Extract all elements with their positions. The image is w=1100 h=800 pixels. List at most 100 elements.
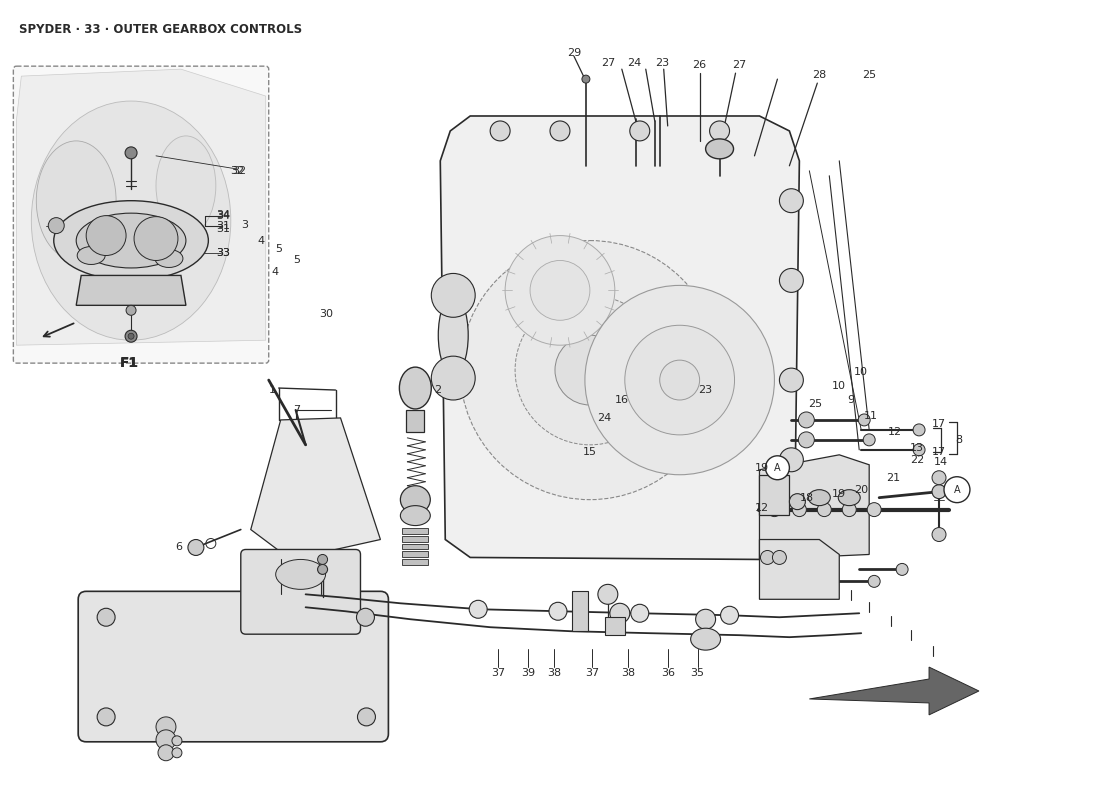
Circle shape bbox=[792, 502, 806, 517]
Text: 24: 24 bbox=[627, 58, 641, 68]
Text: F1: F1 bbox=[120, 357, 139, 370]
Text: 34: 34 bbox=[216, 210, 230, 221]
Text: 19: 19 bbox=[755, 462, 769, 473]
Text: 25: 25 bbox=[862, 70, 877, 80]
Ellipse shape bbox=[76, 213, 186, 268]
Circle shape bbox=[780, 189, 803, 213]
Text: 23: 23 bbox=[698, 385, 713, 395]
Text: 31: 31 bbox=[216, 221, 230, 230]
Circle shape bbox=[358, 708, 375, 726]
Circle shape bbox=[630, 604, 649, 622]
Circle shape bbox=[932, 485, 946, 498]
Text: 38: 38 bbox=[620, 668, 635, 678]
Ellipse shape bbox=[400, 486, 430, 514]
Circle shape bbox=[720, 606, 738, 624]
Circle shape bbox=[799, 432, 814, 448]
Circle shape bbox=[817, 502, 832, 517]
Bar bbox=[572, 591, 587, 631]
Bar bbox=[403, 527, 428, 534]
Text: 12: 12 bbox=[755, 502, 769, 513]
Text: 15: 15 bbox=[583, 447, 597, 457]
Circle shape bbox=[932, 527, 946, 542]
Text: 31: 31 bbox=[216, 223, 230, 234]
Circle shape bbox=[913, 444, 925, 456]
Circle shape bbox=[125, 147, 138, 159]
Text: 30: 30 bbox=[320, 310, 333, 319]
Circle shape bbox=[780, 448, 803, 472]
Text: 2: 2 bbox=[433, 385, 441, 395]
Text: 5: 5 bbox=[293, 255, 300, 266]
Text: 14: 14 bbox=[934, 457, 948, 466]
Text: 39: 39 bbox=[521, 668, 535, 678]
Text: 25: 25 bbox=[808, 399, 823, 409]
Circle shape bbox=[556, 335, 625, 405]
Ellipse shape bbox=[77, 246, 106, 265]
Text: 10: 10 bbox=[833, 381, 846, 391]
Ellipse shape bbox=[36, 141, 117, 261]
Circle shape bbox=[188, 539, 204, 555]
Text: 7: 7 bbox=[293, 405, 300, 415]
Circle shape bbox=[780, 269, 803, 292]
Circle shape bbox=[470, 600, 487, 618]
Polygon shape bbox=[759, 539, 839, 599]
Ellipse shape bbox=[54, 201, 208, 281]
Circle shape bbox=[505, 235, 615, 345]
FancyBboxPatch shape bbox=[78, 591, 388, 742]
Circle shape bbox=[868, 575, 880, 587]
Circle shape bbox=[864, 434, 876, 446]
Polygon shape bbox=[251, 418, 381, 559]
Text: 20: 20 bbox=[854, 485, 868, 494]
Ellipse shape bbox=[400, 506, 430, 526]
Circle shape bbox=[790, 494, 805, 510]
Circle shape bbox=[97, 708, 116, 726]
Text: 5: 5 bbox=[275, 243, 283, 254]
Text: 38: 38 bbox=[547, 668, 561, 678]
Circle shape bbox=[630, 121, 650, 141]
Circle shape bbox=[582, 75, 590, 83]
Text: 33: 33 bbox=[216, 247, 230, 258]
Circle shape bbox=[530, 261, 590, 320]
Circle shape bbox=[772, 550, 786, 565]
Bar bbox=[403, 551, 428, 558]
Text: 11: 11 bbox=[865, 411, 878, 421]
Circle shape bbox=[609, 603, 630, 623]
Bar bbox=[406, 410, 425, 432]
Circle shape bbox=[710, 121, 729, 141]
Ellipse shape bbox=[808, 490, 830, 506]
Circle shape bbox=[172, 736, 182, 746]
Circle shape bbox=[780, 368, 803, 392]
Text: 32: 32 bbox=[230, 166, 244, 176]
Circle shape bbox=[156, 730, 176, 750]
Ellipse shape bbox=[705, 139, 734, 159]
Text: 26: 26 bbox=[693, 60, 706, 70]
FancyBboxPatch shape bbox=[241, 550, 361, 634]
Circle shape bbox=[932, 470, 946, 485]
Circle shape bbox=[158, 745, 174, 761]
Circle shape bbox=[125, 330, 138, 342]
Bar bbox=[759, 474, 790, 514]
Circle shape bbox=[156, 717, 176, 737]
Text: 33: 33 bbox=[216, 247, 230, 258]
Text: 18: 18 bbox=[801, 493, 814, 502]
Text: 3: 3 bbox=[241, 220, 249, 230]
Circle shape bbox=[585, 286, 774, 474]
Polygon shape bbox=[759, 455, 869, 559]
Ellipse shape bbox=[691, 628, 720, 650]
Text: 4: 4 bbox=[257, 235, 264, 246]
Ellipse shape bbox=[399, 367, 431, 409]
Polygon shape bbox=[810, 667, 979, 715]
Text: 27: 27 bbox=[601, 58, 615, 68]
Text: 12: 12 bbox=[888, 427, 902, 437]
Ellipse shape bbox=[31, 101, 231, 340]
Circle shape bbox=[356, 608, 374, 626]
Circle shape bbox=[843, 502, 856, 517]
Ellipse shape bbox=[438, 295, 469, 375]
Text: 21: 21 bbox=[887, 473, 900, 482]
Circle shape bbox=[944, 477, 970, 502]
Text: 10: 10 bbox=[855, 367, 868, 377]
Text: 27: 27 bbox=[733, 60, 747, 70]
Circle shape bbox=[86, 216, 126, 255]
Circle shape bbox=[134, 217, 178, 261]
Circle shape bbox=[799, 412, 814, 428]
Text: A: A bbox=[774, 462, 781, 473]
